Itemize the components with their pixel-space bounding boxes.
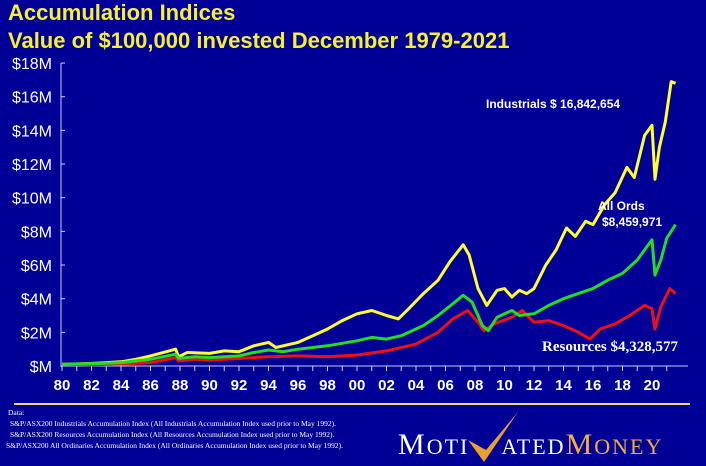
- x-tick-label: 94: [260, 377, 277, 394]
- x-tick-label: 82: [83, 377, 100, 394]
- y-tick-label: $18M: [12, 56, 52, 73]
- series-line-resources: [61, 287, 677, 367]
- y-tick-label: $14M: [12, 123, 52, 140]
- resources-label: Resources $4,328,577: [542, 339, 678, 355]
- x-tick-label: 18: [614, 377, 631, 394]
- all-ords-label: All Ords $8,459,971: [598, 199, 662, 229]
- y-tick-label: $12M: [12, 157, 52, 174]
- series-line-all-ords: [61, 223, 677, 366]
- industrials-label: Industrials $ 16,842,654: [486, 97, 620, 111]
- y-tick-label: $8M: [21, 224, 52, 241]
- x-tick-label: 12: [526, 377, 543, 394]
- chart-subtitle: Value of $100,000 invested December 1979…: [8, 28, 510, 53]
- series-line-industrials: [61, 80, 677, 366]
- x-tick-label: 80: [54, 377, 71, 394]
- x-tick-label: 16: [585, 377, 602, 394]
- data-label: Data:: [8, 408, 25, 417]
- x-tick-label: 20: [644, 377, 661, 394]
- checkmark-logo-icon: [468, 412, 518, 462]
- footer-note-1: S&P/ASX200 Industrials Accumulation Inde…: [10, 419, 337, 428]
- x-tick-label: 84: [113, 377, 130, 394]
- x-tick-label: 14: [555, 377, 572, 394]
- x-tick-label: 86: [142, 377, 159, 394]
- footer-note-3: S&P/ASX200 All Ordinaries Accumulation I…: [6, 441, 344, 450]
- footer-note-2: S&P/ASX200 Resources Accumulation Index …: [10, 430, 335, 439]
- y-tick-label: $4M: [21, 292, 52, 309]
- x-tick-label: 98: [319, 377, 336, 394]
- x-tick-label: 88: [172, 377, 189, 394]
- x-tick-label: 96: [290, 377, 307, 394]
- x-tick-label: 92: [231, 377, 248, 394]
- x-tick-label: 08: [467, 377, 484, 394]
- x-tick-label: 10: [496, 377, 513, 394]
- x-tick-label: 04: [408, 377, 425, 394]
- y-tick-label: $6M: [21, 258, 52, 275]
- x-tick-label: 00: [349, 377, 366, 394]
- x-tick-label: 02: [378, 377, 395, 394]
- y-tick-label: $2M: [21, 325, 52, 342]
- x-tick-label: 06: [437, 377, 454, 394]
- motivated-money-logo: MOTI ATEDMONEY: [398, 428, 664, 461]
- y-tick-label: $10M: [12, 191, 52, 208]
- y-tick-label: $M: [30, 359, 52, 376]
- x-tick-label: 90: [201, 377, 218, 394]
- y-tick-label: $16M: [12, 90, 52, 107]
- chart-title: Accumulation Indices: [8, 0, 236, 25]
